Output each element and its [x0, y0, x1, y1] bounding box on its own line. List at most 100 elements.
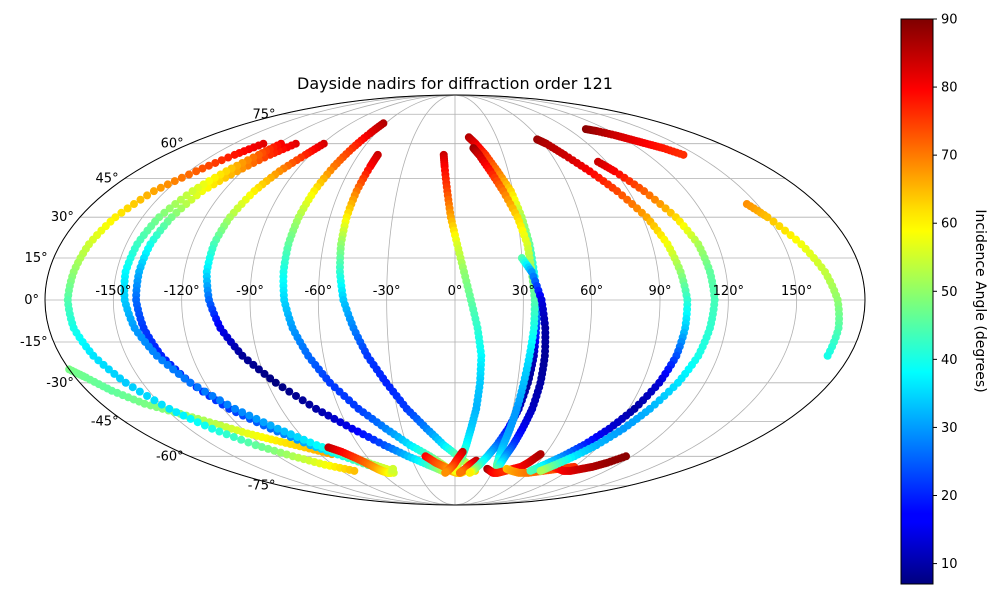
nadir-point	[455, 468, 464, 477]
nadir-point	[350, 466, 359, 475]
nadir-point	[223, 400, 232, 409]
lon-tick-label: 30°	[512, 284, 535, 299]
colorbar-bar	[900, 18, 934, 585]
lon-tick-label: 0°	[448, 284, 463, 299]
nadir-point	[526, 466, 535, 475]
nadir-point	[259, 418, 268, 427]
nadir-point	[237, 435, 246, 444]
colorbar-tick-label: 10	[941, 557, 958, 572]
nadir-point	[278, 383, 287, 392]
nadir-point	[257, 443, 266, 452]
nadir-point	[200, 421, 209, 430]
nadir-point	[792, 235, 801, 244]
nadir-point	[276, 448, 285, 457]
nadir-point	[640, 187, 649, 196]
map-labels: -150° -120° -90° -60° -30° 0° 30° 60° 90° 120° 150…	[20, 107, 812, 493]
nadir-point	[775, 222, 784, 231]
nadir-point	[208, 391, 217, 400]
nadir-point	[165, 404, 174, 413]
lon-tick-label: -90°	[236, 284, 264, 299]
nadir-point	[254, 365, 263, 374]
map-grid	[44, 94, 866, 506]
lat-tick-label: 15°	[25, 251, 48, 266]
nadir-point	[389, 464, 398, 473]
nadir-point	[224, 153, 233, 162]
nadir-point	[823, 351, 832, 360]
nadir-point	[342, 421, 351, 430]
nadir-point	[201, 387, 210, 396]
lon-tick-label: 120°	[713, 284, 744, 299]
nadir-point	[318, 408, 327, 417]
nadir-point	[169, 365, 178, 374]
nadir-point	[123, 204, 132, 213]
nadir-point	[176, 195, 185, 204]
nadir-point	[273, 424, 282, 433]
nadir-point	[156, 183, 165, 192]
nadir-point	[465, 468, 474, 477]
nadir-point	[264, 444, 273, 453]
nadir-point	[292, 391, 300, 400]
nadir-point	[536, 450, 545, 459]
nadir-point	[158, 356, 167, 365]
colorbar-tick-label: 80	[941, 81, 958, 96]
nadir-point	[188, 187, 197, 196]
nadir-point	[230, 150, 239, 159]
nadir-point	[150, 396, 159, 405]
nadir-point	[786, 231, 795, 240]
nadir-point	[172, 408, 181, 417]
nadir-point	[298, 396, 307, 405]
nadir-point	[198, 164, 207, 173]
nadir-point	[110, 369, 119, 378]
nadir-point	[441, 468, 450, 477]
nadir-point	[285, 387, 294, 396]
nadir-point	[306, 438, 315, 447]
nadir-point	[149, 187, 158, 196]
nadir-point	[266, 421, 275, 430]
nadir-point	[249, 360, 258, 369]
chart-title: Dayside nadirs for diffraction order 121	[297, 74, 613, 93]
nadir-point	[244, 438, 253, 447]
nadir-point	[215, 396, 224, 405]
nadir-point	[679, 150, 688, 159]
nadir-point	[182, 191, 191, 200]
nadir-point	[217, 156, 226, 165]
colorbar-tick-label: 90	[941, 13, 958, 28]
nadir-point	[94, 356, 103, 365]
lat-tick-label: 30°	[51, 210, 74, 225]
nadir-point	[121, 378, 130, 387]
map-points	[63, 119, 844, 477]
nadir-point	[230, 404, 239, 413]
lon-tick-label: 90°	[648, 284, 671, 299]
nadir-point	[238, 408, 247, 417]
nadir-point	[763, 213, 772, 222]
nadir-point	[204, 161, 213, 170]
nadir-point	[299, 435, 308, 444]
nadir-point	[171, 200, 180, 209]
nadir-point	[99, 360, 108, 369]
lon-tick-label: -30°	[373, 284, 401, 299]
nadir-point	[140, 399, 149, 408]
nadir-point	[165, 204, 174, 213]
nadir-point	[260, 369, 269, 378]
nadir-point	[282, 450, 291, 459]
map-outline	[44, 94, 866, 506]
lat-tick-label: -45°	[91, 414, 119, 429]
nadir-point	[324, 411, 333, 420]
nadir-point	[186, 414, 195, 423]
nadir-point	[157, 400, 166, 409]
nadir-point	[312, 404, 321, 413]
nadir-point	[129, 200, 138, 209]
nadir-point	[229, 433, 238, 442]
nadir-point	[293, 433, 302, 442]
nadir-point	[184, 170, 193, 179]
colorbar-tick-label: 50	[941, 285, 958, 300]
nadir-point	[270, 446, 279, 455]
nadir-point	[192, 167, 201, 176]
lat-tick-label: -60°	[156, 449, 184, 464]
nadir-point	[266, 374, 275, 383]
nadir-point	[286, 430, 295, 439]
nadir-point	[143, 191, 152, 200]
nadir-point	[186, 378, 195, 387]
nadir-point	[117, 208, 126, 217]
lon-tick-label: 60°	[580, 284, 603, 299]
